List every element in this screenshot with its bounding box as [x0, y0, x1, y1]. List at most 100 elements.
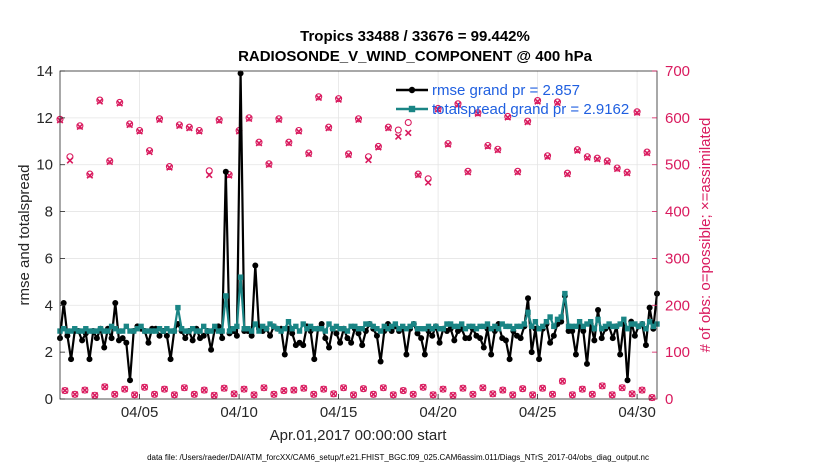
spread-point	[381, 323, 387, 330]
obs-possible-marker	[384, 123, 392, 131]
obs-low-possible-marker	[340, 384, 348, 392]
spread-point	[602, 323, 609, 330]
obs-possible-marker	[534, 96, 542, 105]
obs-assimilated-marker	[365, 156, 372, 164]
spread-point	[580, 323, 586, 330]
data-series	[57, 70, 660, 384]
obs-low-possible-marker	[310, 390, 318, 398]
x-tick-label: 04/05	[121, 404, 159, 421]
plot-frame	[59, 70, 658, 400]
rmse-point	[547, 339, 554, 346]
obs-possible-marker	[215, 116, 223, 124]
spread-point	[385, 326, 391, 332]
obs-possible-marker	[623, 168, 631, 176]
obs-assimilated-marker	[404, 129, 412, 137]
spread-point	[377, 328, 384, 334]
obs-low-assimilated-marker	[300, 384, 308, 392]
data-file-footer: data file: /Users/raeder/DAI/ATM_forcXX/…	[147, 453, 649, 462]
rmse-point	[156, 332, 163, 339]
obs-assimilated-marker	[265, 161, 273, 169]
obs-possible-marker	[315, 93, 323, 101]
obs-low-possible-marker	[499, 386, 507, 394]
rmse-point	[580, 328, 587, 335]
spread-point	[101, 328, 107, 334]
spread-point	[326, 321, 332, 327]
spread-point	[628, 321, 634, 327]
obs-assimilated-marker	[534, 98, 541, 105]
obs-possible-marker	[175, 121, 183, 129]
rmse-point	[466, 335, 473, 342]
spread-point	[245, 326, 251, 332]
obs-assimilated-marker	[245, 115, 253, 123]
spread-point	[145, 328, 152, 334]
obs-low-assimilated-marker	[449, 391, 457, 399]
obs-possible-marker	[504, 112, 512, 121]
spread-point	[307, 323, 314, 330]
obs-low-possible-marker	[469, 390, 477, 398]
obs-assimilated-marker	[613, 165, 621, 173]
obs-possible-marker	[265, 160, 273, 168]
spread-point	[646, 318, 653, 325]
y-right-tick-label: 200	[665, 297, 690, 314]
obs-possible-marker	[593, 154, 601, 162]
obs-assimilated-marker	[275, 116, 283, 124]
obs-low-assimilated-marker	[469, 390, 477, 398]
spread-point	[470, 323, 476, 330]
spread-point	[112, 326, 118, 332]
rmse-point	[108, 335, 115, 342]
spread-point	[573, 323, 579, 330]
rmse-point	[119, 335, 126, 342]
spread-point	[300, 321, 306, 327]
obs-assimilated-marker	[574, 147, 581, 155]
low-obs-markers	[61, 377, 656, 402]
rmse-point	[79, 337, 86, 344]
obs-assimilated-marker	[464, 168, 472, 176]
spread-point	[138, 323, 144, 330]
obs-possible-marker	[126, 120, 134, 128]
spread-point	[414, 326, 421, 332]
spread-point	[271, 323, 277, 330]
obs-low-assimilated-marker	[320, 385, 328, 393]
obs-possible-marker	[633, 108, 641, 116]
rmse-point	[414, 330, 421, 337]
obs-assimilated-marker	[384, 124, 392, 132]
obs-assimilated-marker	[285, 139, 293, 147]
obs-low-assimilated-marker	[380, 384, 387, 392]
obs-assimilated-marker	[554, 99, 561, 107]
rmse-point	[200, 332, 207, 339]
spread-point	[86, 328, 93, 334]
spread-point	[352, 323, 358, 330]
rmse-point	[421, 351, 428, 358]
obs-low-assimilated-marker	[111, 390, 119, 398]
spread-point	[506, 323, 513, 330]
spread-point	[565, 323, 572, 330]
obs-possible-marker	[96, 96, 104, 104]
obs-low-assimilated-marker	[220, 384, 228, 392]
obs-low-possible-marker	[290, 386, 298, 394]
y-left-tick-label: 6	[45, 250, 53, 267]
spread-point	[624, 326, 631, 332]
y-right-tick-label: 700	[665, 63, 690, 80]
spread-point	[495, 326, 502, 332]
obs-low-possible-marker	[588, 390, 596, 398]
obs-possible-marker	[484, 141, 492, 150]
rmse-point	[348, 339, 355, 346]
spread-point	[554, 316, 561, 323]
obs-assimilated-marker	[583, 154, 591, 162]
rmse-point	[572, 351, 579, 358]
rmse-point	[355, 330, 362, 337]
chart-title-line2: RADIOSONDE_V_WIND_COMPONENT @ 400 hPa	[238, 48, 593, 65]
spread-point	[632, 321, 638, 327]
spread-point	[374, 326, 380, 332]
spread-point	[447, 321, 454, 327]
obs-low-possible-marker	[598, 382, 606, 390]
spread-point	[296, 328, 303, 334]
obs-low-possible-marker	[489, 390, 497, 398]
obs-low-assimilated-marker	[161, 385, 168, 393]
spread-point	[643, 326, 649, 332]
spread-point	[400, 323, 406, 330]
obs-possible-marker	[444, 140, 452, 148]
rmse-point	[333, 330, 340, 337]
spread-point	[164, 326, 170, 332]
spread-point	[396, 326, 402, 332]
